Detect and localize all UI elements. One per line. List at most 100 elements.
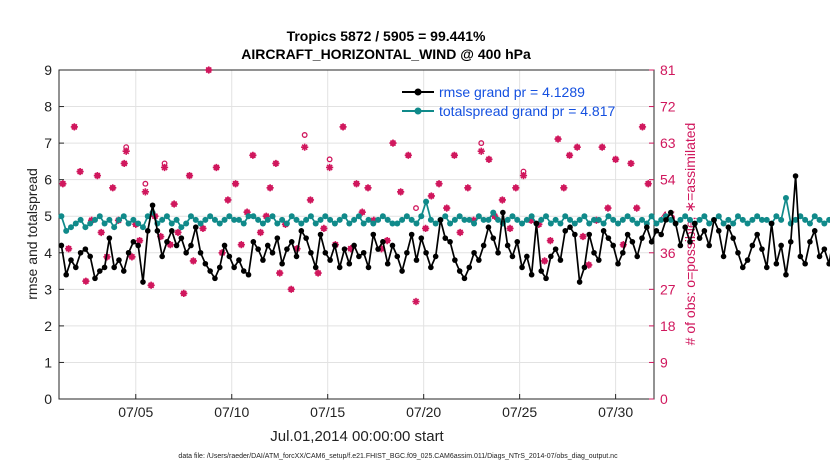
obs-assimilated-marker — [237, 241, 245, 249]
totalspread-point — [586, 220, 593, 227]
rmse-point — [552, 246, 559, 252]
rmse-point — [773, 260, 780, 267]
totalspread-point — [432, 220, 439, 227]
obs-assimilated-marker — [644, 180, 652, 188]
totalspread-point — [648, 213, 655, 220]
obs-assimilated-point — [627, 159, 635, 168]
rmse-point — [192, 224, 199, 230]
obs-assimilated-marker — [512, 184, 520, 192]
rmse-point — [567, 224, 573, 230]
rmse-point — [586, 231, 593, 238]
rmse-point — [572, 231, 578, 238]
totalspread-point — [101, 220, 108, 227]
rmse-point — [58, 242, 65, 249]
totalspread-point — [226, 213, 233, 220]
obs-assimilated-point — [560, 184, 568, 192]
obs-assimilated-point — [443, 204, 451, 212]
legend-rmse-marker — [414, 88, 422, 96]
totalspread-point — [567, 216, 574, 223]
rmse-point — [442, 235, 449, 241]
chart-title: Tropics 5872 / 5905 = 99.441% — [287, 28, 486, 44]
totalspread-point — [250, 213, 257, 220]
totalspread-point — [327, 216, 334, 223]
rmse-point — [667, 209, 674, 216]
obs-assimilated-marker — [93, 172, 101, 180]
rmse-point — [696, 235, 703, 241]
rmse-point — [360, 249, 367, 256]
y-tick-label-right: 72 — [660, 99, 676, 115]
rmse-point — [116, 257, 122, 263]
rmse-point — [317, 231, 324, 238]
rmse-point — [653, 228, 660, 234]
obs-assimilated-point — [301, 143, 309, 151]
rmse-point — [125, 249, 132, 256]
totalspread-point — [115, 216, 122, 223]
obs-assimilated-marker — [170, 200, 178, 208]
totalspread-point — [543, 213, 550, 220]
obs-assimilated-point — [276, 269, 284, 277]
rmse-point — [284, 246, 290, 252]
totalspread-point — [744, 220, 751, 227]
totalspread-point — [375, 216, 382, 223]
obs-assimilated-point — [249, 151, 257, 159]
y-tick-label-right: 63 — [660, 135, 676, 151]
totalspread-point — [475, 213, 482, 220]
totalspread-point — [346, 220, 353, 227]
obs-assimilated-marker — [180, 289, 188, 297]
rmse-point — [682, 224, 688, 230]
obs-assimilated-point — [189, 257, 197, 265]
y-tick-label-left: 7 — [44, 135, 52, 151]
obs-assimilated-marker — [573, 143, 581, 151]
rmse-point — [370, 231, 377, 238]
obs-assimilated-point — [498, 196, 506, 204]
rmse-point — [701, 228, 708, 234]
obs-assimilated-marker — [128, 253, 136, 261]
obs-assimilated-marker — [76, 167, 84, 176]
totalspread-point — [235, 216, 242, 223]
totalspread-point — [576, 216, 583, 223]
y-tick-label-left: 2 — [44, 318, 52, 334]
obs-assimilated-marker — [249, 151, 257, 159]
rmse-point — [178, 235, 185, 241]
obs-assimilated-point — [370, 216, 378, 224]
totalspread-point — [782, 194, 789, 201]
rmse-point — [605, 235, 612, 241]
totalspread-point — [384, 216, 391, 223]
obs-assimilated-marker — [485, 155, 493, 163]
totalspread-point — [725, 216, 732, 223]
totalspread-point — [456, 213, 463, 220]
totalspread-point — [211, 216, 218, 223]
rmse-point — [596, 257, 602, 263]
obs-assimilated-point — [314, 269, 322, 277]
rmse-point — [130, 239, 137, 245]
obs-assimilated-marker — [224, 196, 232, 204]
obs-assimilated-marker — [185, 172, 194, 180]
rmse-point — [298, 228, 305, 234]
rmse-point — [691, 220, 698, 227]
totalspread-point — [471, 220, 478, 227]
obs-assimilated-point — [585, 261, 593, 269]
totalspread-point — [139, 224, 146, 231]
x-axis: 07/05 07/10 07/15 07/20 07/25 07/30 — [118, 394, 633, 420]
obs-assimilated-point — [326, 163, 334, 172]
obs-assimilated-marker — [205, 66, 213, 74]
y-tick-label-left: 8 — [44, 99, 52, 115]
rmse-point — [168, 228, 175, 234]
obs-assimilated-marker — [88, 216, 96, 224]
totalspread-point — [715, 213, 722, 220]
rmse-point — [519, 264, 525, 271]
totalspread-point — [653, 220, 660, 227]
totalspread-point — [442, 213, 449, 220]
obs-assimilated-point — [174, 228, 182, 237]
obs-assimilated-point — [109, 184, 117, 192]
obs-assimilated-marker — [320, 224, 328, 233]
totalspread-point — [202, 216, 209, 223]
totalspread-point — [72, 220, 79, 227]
totalspread-point — [403, 213, 410, 220]
obs-assimilated-marker — [598, 143, 606, 151]
totalspread-point — [562, 213, 569, 220]
obs-assimilated-point — [256, 228, 265, 237]
totalspread-point — [274, 220, 281, 227]
totalspread-point — [528, 213, 535, 220]
rmse-point — [663, 217, 669, 223]
